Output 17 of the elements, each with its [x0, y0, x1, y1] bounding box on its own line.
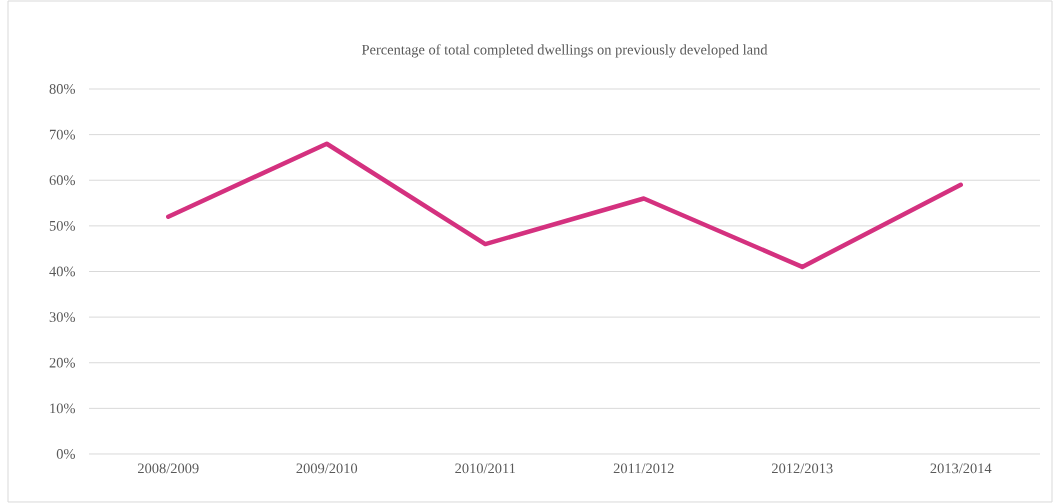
x-tick-label: 2012/2013	[772, 463, 833, 474]
y-tick-label: 10%	[50, 403, 75, 414]
chart-title: Percentage of total completed dwellings on previously developed land	[361, 44, 768, 58]
y-tick-label: 70%	[49, 129, 75, 140]
y-tick-label: 30%	[49, 312, 75, 323]
x-tick-label: 2011/2012	[613, 463, 674, 474]
x-tick-label: 2009/2010	[296, 463, 358, 474]
y-tick-label: 20%	[49, 357, 75, 368]
x-tick-label: 2008/2009	[138, 463, 199, 474]
y-tick-label: 60%	[49, 175, 75, 186]
y-tick-label: 80%	[49, 84, 75, 94]
y-tick-label: 40%	[49, 266, 75, 277]
line-series	[166, 141, 964, 270]
x-tick-label: 2013/2014	[930, 463, 992, 474]
x-tick-label: 2010/2011	[455, 463, 516, 474]
y-tick-label: 50%	[49, 220, 75, 231]
y-tick-label: 0%	[56, 449, 75, 459]
